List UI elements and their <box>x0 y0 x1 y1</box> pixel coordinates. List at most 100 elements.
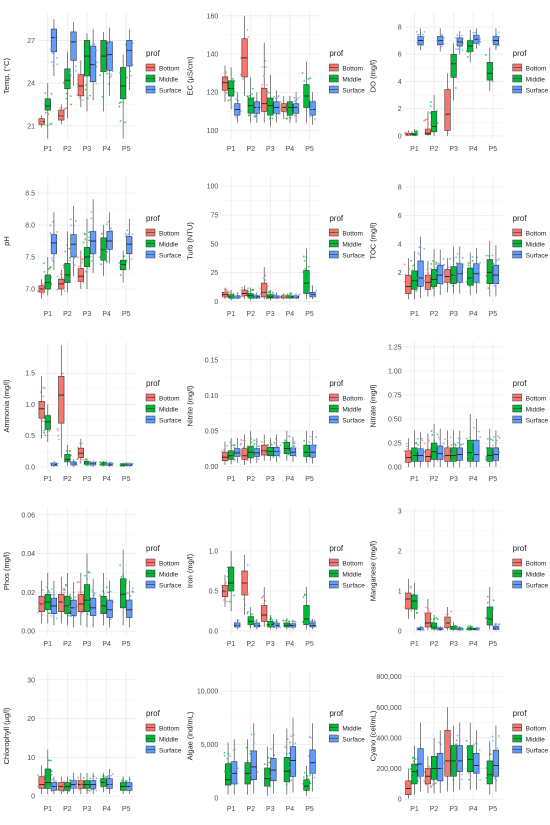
data-point <box>416 767 419 770</box>
data-point <box>443 281 446 284</box>
data-point <box>58 116 61 119</box>
data-point <box>105 242 107 245</box>
y-tick-label: 0.5 <box>209 589 219 596</box>
data-point <box>119 266 121 268</box>
data-point <box>230 86 233 89</box>
data-point <box>418 626 421 629</box>
data-point <box>473 427 476 429</box>
data-point <box>311 445 314 448</box>
box-middle <box>120 578 127 609</box>
data-point <box>76 78 79 81</box>
data-point <box>243 581 246 583</box>
data-point <box>226 291 228 294</box>
data-point <box>118 105 121 108</box>
data-point <box>81 261 84 264</box>
data-point <box>305 454 307 456</box>
data-point <box>49 123 51 126</box>
data-point <box>106 260 108 263</box>
data-point <box>74 264 76 267</box>
data-point <box>49 462 52 465</box>
data-point <box>479 37 481 40</box>
data-point <box>258 623 260 625</box>
data-point <box>309 293 312 295</box>
data-point <box>440 37 443 40</box>
data-point <box>433 755 436 758</box>
data-point <box>50 770 53 773</box>
data-point <box>38 119 40 122</box>
data-point <box>478 628 481 630</box>
data-point <box>61 110 64 112</box>
data-point <box>75 45 78 48</box>
data-point <box>101 464 103 467</box>
data-point <box>81 779 84 782</box>
data-point <box>228 762 231 765</box>
data-point <box>306 286 309 289</box>
box-middle <box>486 760 493 785</box>
panel-9: P1 P2 P3 P4 P50.000.250.500.751.001.25Nitrat… <box>369 342 548 483</box>
data-point <box>475 776 478 779</box>
legend-label: Bottom <box>526 66 547 73</box>
data-point <box>263 453 265 456</box>
data-point <box>454 87 457 89</box>
data-point <box>465 628 468 631</box>
data-point <box>51 597 54 600</box>
data-point <box>294 742 297 745</box>
data-point <box>467 771 470 774</box>
data-point <box>122 780 125 783</box>
data-point <box>236 443 239 446</box>
data-point <box>228 297 231 299</box>
data-point <box>432 783 435 786</box>
data-point <box>63 785 66 788</box>
data-point <box>105 787 107 790</box>
data-point <box>228 780 230 783</box>
data-point <box>100 786 103 788</box>
data-point <box>99 594 102 596</box>
data-point <box>111 464 113 467</box>
data-point <box>87 59 89 62</box>
data-point <box>406 445 408 448</box>
data-point <box>312 295 315 297</box>
data-point <box>493 777 496 780</box>
data-point <box>63 290 66 292</box>
data-point <box>68 278 71 281</box>
data-point <box>262 75 265 78</box>
data-point <box>126 464 129 467</box>
data-point <box>304 619 307 622</box>
y-tick-label: 3 <box>398 509 402 516</box>
data-point <box>236 292 239 295</box>
data-point <box>476 278 479 280</box>
data-point <box>84 574 87 577</box>
data-point <box>72 261 75 264</box>
data-point <box>68 782 71 785</box>
data-point <box>222 458 225 461</box>
data-point <box>416 285 419 288</box>
data-point <box>126 229 129 232</box>
data-point <box>409 602 412 605</box>
data-point <box>295 455 298 458</box>
data-point <box>445 613 448 616</box>
data-point <box>486 437 489 440</box>
data-point <box>82 782 85 785</box>
data-point <box>438 266 441 269</box>
legend-label: Bottom <box>526 561 547 568</box>
data-point <box>126 592 129 595</box>
data-point <box>73 224 75 227</box>
data-point <box>302 271 305 274</box>
data-point <box>41 602 44 605</box>
data-point <box>415 612 418 614</box>
data-point <box>307 616 310 618</box>
data-point <box>410 788 412 791</box>
box-middle <box>303 270 310 294</box>
legend-label: Middle <box>526 407 546 414</box>
box-bottom <box>405 592 412 610</box>
y-tick-label: 0.10 <box>205 393 219 400</box>
data-point <box>303 776 305 779</box>
data-point <box>103 592 105 595</box>
data-point <box>471 259 474 262</box>
legend-label: Bottom <box>159 231 180 238</box>
data-point <box>435 282 438 285</box>
data-point <box>76 581 79 583</box>
data-point <box>125 788 128 790</box>
data-point <box>66 244 69 247</box>
data-point <box>251 87 254 90</box>
